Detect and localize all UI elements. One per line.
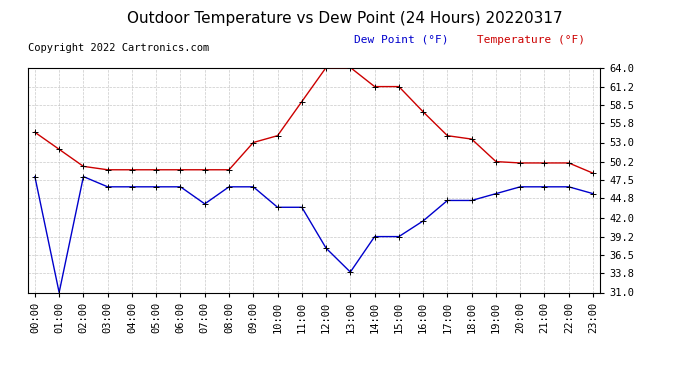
Text: Outdoor Temperature vs Dew Point (24 Hours) 20220317: Outdoor Temperature vs Dew Point (24 Hou… [127, 11, 563, 26]
Text: Temperature (°F): Temperature (°F) [477, 35, 585, 45]
Text: Copyright 2022 Cartronics.com: Copyright 2022 Cartronics.com [28, 43, 209, 53]
Text: Dew Point (°F): Dew Point (°F) [354, 35, 448, 45]
